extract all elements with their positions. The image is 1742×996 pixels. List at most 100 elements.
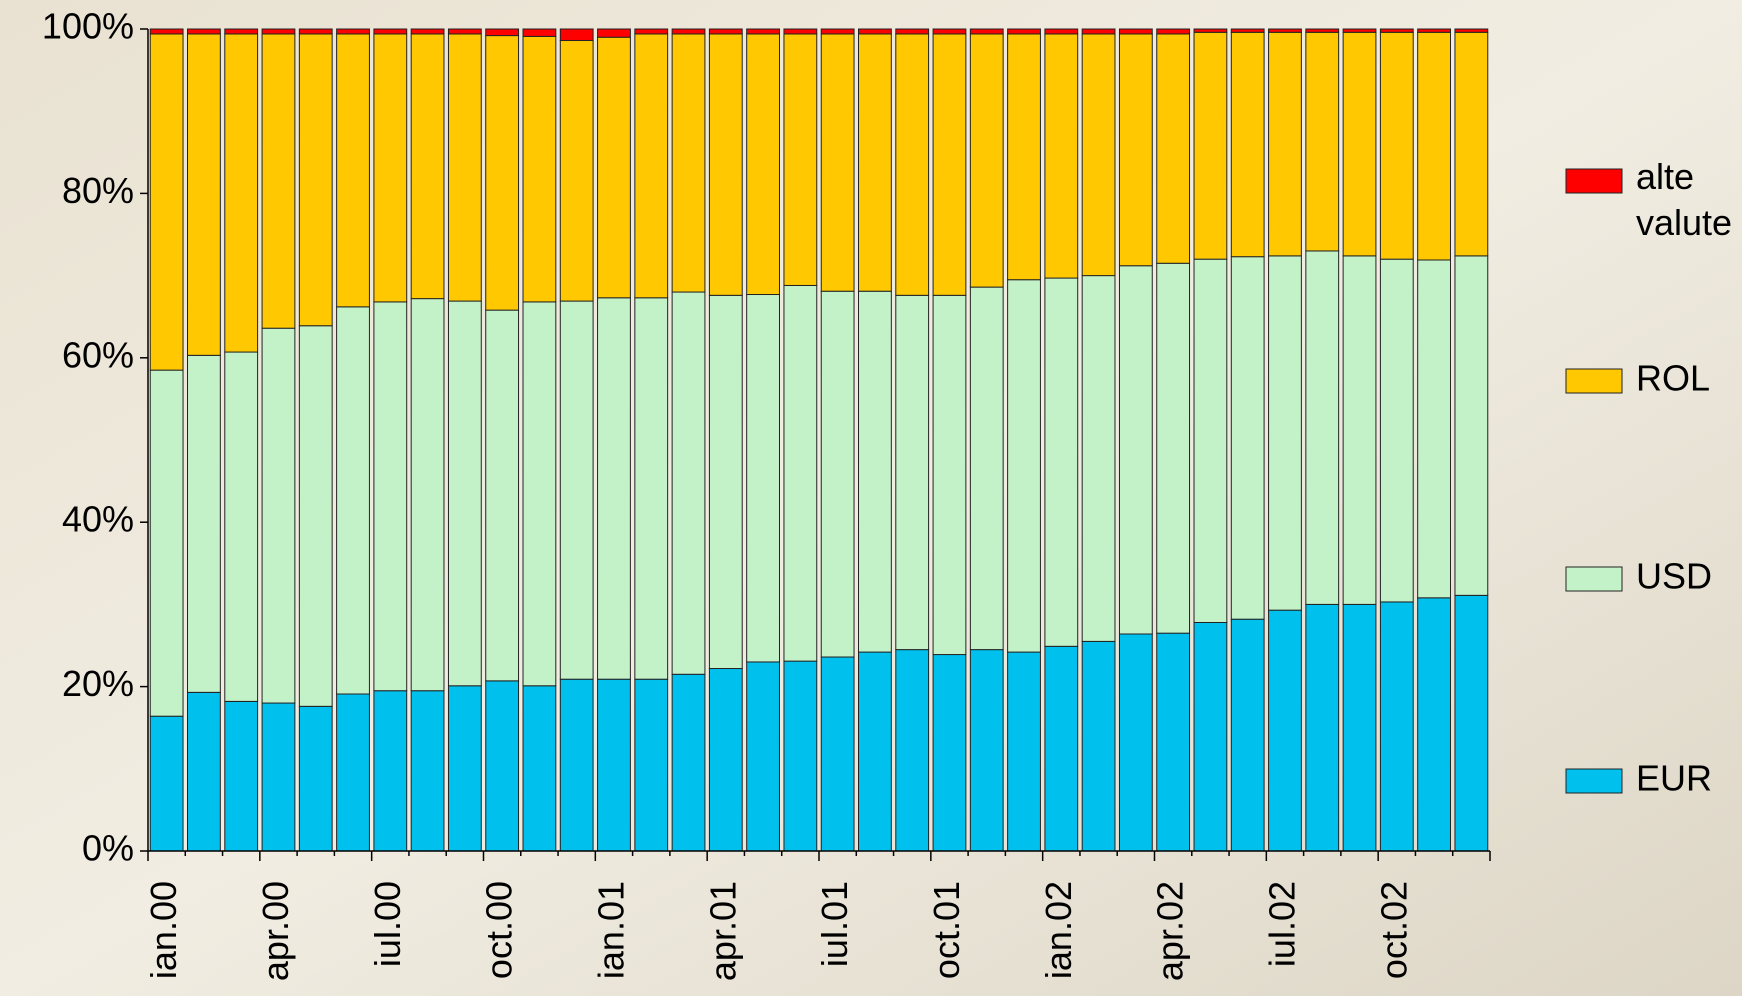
bar-segment bbox=[1230, 31, 1265, 258]
bar-segment bbox=[1118, 265, 1153, 635]
bar-segment bbox=[671, 28, 706, 35]
bar-segment bbox=[1156, 632, 1191, 852]
x-tick-label: oct.01 bbox=[926, 881, 967, 979]
bar-segment bbox=[485, 680, 520, 852]
bar-segment bbox=[1454, 594, 1489, 852]
bar-segment bbox=[298, 33, 333, 327]
bar-segment bbox=[820, 656, 855, 852]
bar-segment bbox=[485, 309, 520, 682]
bar-segment bbox=[1118, 633, 1153, 852]
bar-segment bbox=[447, 685, 482, 852]
bar-segment bbox=[261, 702, 296, 852]
bar-segment bbox=[1268, 255, 1302, 611]
bar-segment bbox=[149, 369, 184, 717]
bar-segment bbox=[1379, 258, 1414, 603]
bar-segment bbox=[1044, 28, 1079, 35]
bar-segment bbox=[1156, 33, 1191, 264]
legend-label: USD bbox=[1636, 556, 1712, 597]
bar-segment bbox=[1417, 28, 1451, 33]
bar-segment bbox=[1118, 33, 1153, 267]
bar-segment bbox=[336, 693, 370, 852]
bar-segment bbox=[1156, 28, 1191, 35]
bar-segment bbox=[671, 673, 706, 852]
bar-segment bbox=[746, 28, 780, 35]
bar-segment bbox=[224, 351, 259, 702]
bar-segment bbox=[410, 690, 445, 852]
bar-segment bbox=[783, 660, 818, 852]
bar-segment bbox=[1342, 31, 1377, 257]
bar-segment bbox=[671, 291, 706, 675]
bar-segment bbox=[485, 35, 520, 311]
bar-segment bbox=[187, 33, 221, 356]
bar-segment bbox=[746, 294, 780, 663]
bar-segment bbox=[1044, 645, 1079, 852]
bar-segment bbox=[1417, 259, 1451, 599]
legend-label: ROL bbox=[1636, 358, 1710, 399]
bar-segment bbox=[932, 654, 967, 852]
bar-segment bbox=[1305, 603, 1340, 852]
bar-segment bbox=[746, 33, 780, 296]
bar-segment bbox=[336, 306, 370, 695]
bar-segment bbox=[969, 33, 1004, 288]
bar-segment bbox=[634, 297, 669, 680]
bar-segment bbox=[1193, 258, 1228, 623]
bar-segment bbox=[858, 28, 892, 35]
bar-segment bbox=[783, 284, 818, 662]
bar-segment bbox=[298, 28, 333, 35]
bar-segment bbox=[969, 286, 1004, 651]
bar-segment bbox=[597, 36, 631, 299]
bar-segment bbox=[1379, 28, 1414, 33]
bar-segment bbox=[559, 40, 594, 302]
bar-segment bbox=[261, 33, 296, 329]
bar-segment bbox=[373, 301, 408, 692]
bar-segment bbox=[597, 678, 631, 852]
bar-segment bbox=[932, 294, 967, 656]
bar-segment bbox=[187, 28, 221, 35]
bar-segment bbox=[1305, 28, 1340, 33]
bar-segment bbox=[224, 700, 259, 852]
x-tick-label: iul.01 bbox=[814, 881, 855, 967]
bar-segment bbox=[1342, 255, 1377, 605]
bar-segment bbox=[1230, 618, 1265, 852]
y-tick-label: 0% bbox=[82, 828, 134, 869]
bar-segment bbox=[336, 28, 370, 35]
bar-segment bbox=[634, 33, 669, 299]
bar-segment bbox=[447, 300, 482, 687]
bar-segment bbox=[522, 685, 557, 852]
bar-segment bbox=[298, 325, 333, 707]
bar-segment bbox=[1454, 255, 1489, 596]
bar-segment bbox=[932, 28, 967, 35]
bar-segment bbox=[634, 678, 669, 852]
x-tick-label: ian.01 bbox=[590, 881, 631, 979]
bar-segment bbox=[559, 678, 594, 852]
bar-segment bbox=[1081, 275, 1116, 642]
legend-swatch bbox=[1565, 768, 1623, 794]
bar-segment bbox=[634, 28, 669, 35]
bar-segment bbox=[1268, 31, 1302, 257]
legend-swatch bbox=[1565, 368, 1623, 394]
bar-segment bbox=[932, 33, 967, 296]
bar-segment bbox=[746, 661, 780, 852]
y-tick-label: 100% bbox=[42, 6, 134, 47]
x-tick-label: ian.00 bbox=[143, 881, 184, 979]
bar-segment bbox=[1230, 256, 1265, 620]
bar-segment bbox=[522, 301, 557, 687]
x-tick-label: iul.02 bbox=[1261, 881, 1302, 967]
y-tick-label: 80% bbox=[62, 170, 134, 211]
legend-label: EUR bbox=[1636, 758, 1712, 799]
bar-segment bbox=[1193, 31, 1228, 260]
bar-segment bbox=[485, 28, 520, 37]
bar-segment bbox=[149, 715, 184, 852]
bar-segment bbox=[895, 649, 930, 852]
bar-segment bbox=[783, 28, 818, 35]
bar-segment bbox=[373, 33, 408, 303]
bar-segment bbox=[671, 33, 706, 293]
bar-segment bbox=[373, 28, 408, 35]
bar-segment bbox=[447, 28, 482, 35]
bar-segment bbox=[447, 33, 482, 302]
bar-segment bbox=[373, 690, 408, 852]
x-tick-label: ian.02 bbox=[1038, 881, 1079, 979]
bar-segment bbox=[522, 35, 557, 303]
